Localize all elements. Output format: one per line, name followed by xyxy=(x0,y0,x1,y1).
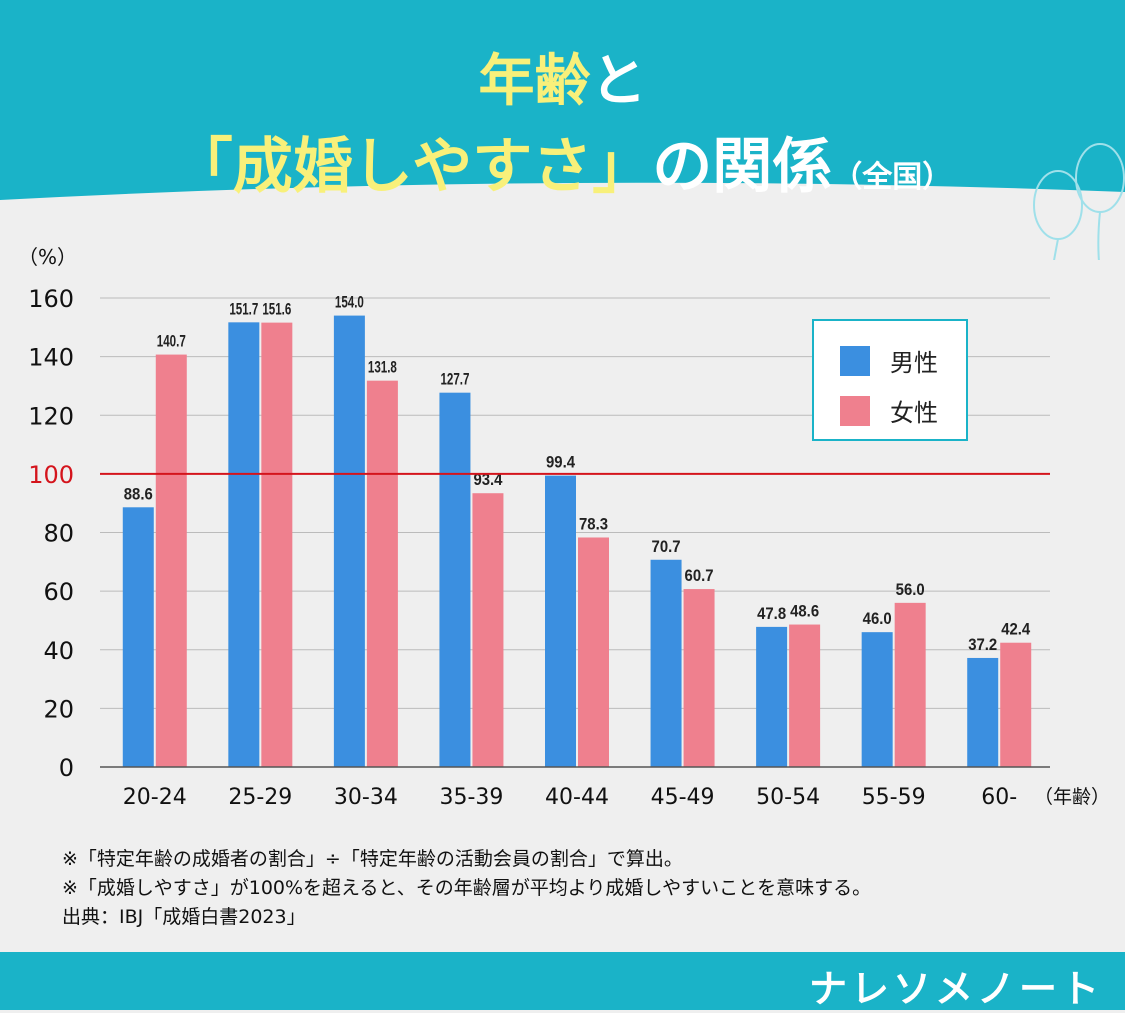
data-label: 47.8 xyxy=(757,604,786,623)
data-label: 48.6 xyxy=(790,602,819,621)
legend-swatch-female xyxy=(840,395,870,426)
y-axis-label: （%） xyxy=(18,245,77,269)
note-calculation: ※「特定年齢の成婚者の割合」÷「特定年齢の活動会員の割合」で算出。 xyxy=(62,848,683,870)
data-label: 93.4 xyxy=(473,470,502,489)
data-label: 154.0 xyxy=(335,293,364,312)
data-label: 151.7 xyxy=(229,299,258,318)
balloon-icon xyxy=(1033,143,1125,260)
data-label: 37.2 xyxy=(968,635,997,654)
x-tick-label: 30-34 xyxy=(334,785,398,810)
notes: ※「特定年齢の成婚者の割合」÷「特定年齢の活動会員の割合」で算出。 ※「成婚しや… xyxy=(62,845,871,932)
title-text: の関係 xyxy=(652,132,833,202)
bar-male xyxy=(967,657,999,767)
bar-female xyxy=(578,537,609,767)
x-axis-label: （年齢） xyxy=(1034,786,1110,808)
data-label: 140.7 xyxy=(157,332,186,351)
legend-swatch-male xyxy=(840,345,870,376)
header-background xyxy=(0,0,1125,260)
bar-female xyxy=(683,589,715,767)
title-scope: （全国） xyxy=(832,160,953,195)
bar-female xyxy=(155,354,187,767)
bar-chart: 0 20 40 60 80 100 120 140 160 （%） 88.6 140.7 20-24 15… xyxy=(18,245,1110,810)
bar-female xyxy=(472,493,504,767)
bar-male xyxy=(228,322,260,767)
bar-male xyxy=(545,475,576,767)
x-tick-label: 55-59 xyxy=(862,785,926,810)
y-tick-label: 40 xyxy=(43,637,74,665)
bar-male xyxy=(861,632,893,767)
bar-female xyxy=(261,322,293,767)
x-tick-label: 60- xyxy=(981,785,1017,810)
y-tick-label: 60 xyxy=(43,578,74,606)
y-tick-label: 160 xyxy=(28,285,74,313)
y-tick-label: 80 xyxy=(43,520,74,548)
bar-female xyxy=(789,624,821,767)
bar-male xyxy=(650,559,682,767)
y-tick-label: 140 xyxy=(28,344,74,372)
data-label: 46.0 xyxy=(863,609,892,628)
data-label: 78.3 xyxy=(579,514,608,533)
title-line-2: 「成婚しやすさ」の関係（全国） xyxy=(0,118,1125,205)
y-tick-label: 120 xyxy=(28,402,74,430)
data-label: 56.0 xyxy=(896,580,925,599)
title-highlight: 年齢 xyxy=(478,49,591,114)
data-label: 151.6 xyxy=(262,300,291,319)
x-tick-label: 40-44 xyxy=(545,785,609,810)
y-tick-label: 20 xyxy=(43,695,74,723)
x-tick-label: 50-54 xyxy=(756,785,820,810)
x-tick-label: 20-24 xyxy=(123,785,187,810)
bar-male xyxy=(333,315,365,767)
title-line-1: 年齢と xyxy=(0,36,1125,117)
legend-item-female: 女性 xyxy=(840,393,938,428)
bar-male xyxy=(122,507,154,767)
legend-label: 女性 xyxy=(890,399,938,427)
data-label: 60.7 xyxy=(685,566,714,585)
brand-logo: ナレソメノート xyxy=(808,967,1103,1011)
data-label: 88.6 xyxy=(124,484,153,503)
data-label: 99.4 xyxy=(546,453,575,472)
bar-female xyxy=(366,380,398,767)
data-label: 70.7 xyxy=(652,537,681,556)
footer: ナレソメノート xyxy=(0,952,1125,1011)
legend-label: 男性 xyxy=(890,349,938,377)
note-source: 出典：IBJ「成婚白書2023」 xyxy=(62,906,306,928)
data-label: 127.7 xyxy=(440,370,469,389)
bar-female xyxy=(1000,642,1032,767)
y-tick-label: 0 xyxy=(59,754,74,782)
data-label: 131.8 xyxy=(368,358,397,377)
x-tick-label: 25-29 xyxy=(228,785,292,810)
bar-female xyxy=(894,602,926,767)
y-tick-label: 100 xyxy=(28,461,74,489)
bar-male xyxy=(439,392,471,767)
title-highlight: 「成婚しやすさ」 xyxy=(172,132,653,202)
legend-item-male: 男性 xyxy=(840,343,938,378)
bar-male xyxy=(756,626,788,767)
note-meaning: ※「成婚しやすさ」が100%を超えると、その年齢層が平均より成婚しやすいことを意… xyxy=(62,877,872,899)
x-tick-label: 45-49 xyxy=(651,785,715,810)
x-tick-label: 35-39 xyxy=(439,785,503,810)
data-label: 42.4 xyxy=(1001,620,1030,639)
legend: 男性 女性 xyxy=(812,319,968,441)
title-text: と xyxy=(590,49,647,114)
